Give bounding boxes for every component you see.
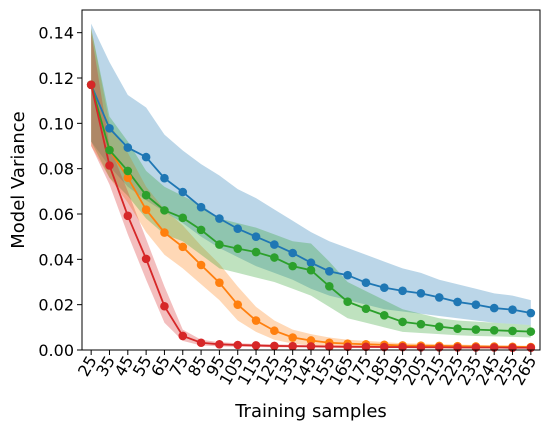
- y-tick-label: 0.14: [38, 24, 74, 43]
- data-point: [343, 297, 352, 307]
- data-point: [288, 341, 297, 351]
- data-point: [416, 319, 426, 329]
- data-point: [196, 260, 206, 270]
- data-point: [526, 308, 536, 318]
- data-point: [434, 293, 444, 302]
- data-point: [361, 278, 371, 287]
- data-point: [178, 331, 188, 341]
- y-tick-label: 0.02: [38, 296, 74, 315]
- data-point: [178, 187, 188, 197]
- data-point: [270, 341, 279, 351]
- data-point: [306, 265, 316, 275]
- data-point: [379, 342, 389, 352]
- data-point: [288, 248, 297, 258]
- data-point: [526, 327, 536, 336]
- y-tick-label: 0.10: [38, 114, 74, 133]
- data-point: [196, 225, 206, 235]
- data-point: [508, 305, 517, 314]
- data-point: [398, 342, 407, 352]
- data-point: [105, 145, 114, 155]
- data-point: [270, 253, 279, 262]
- data-point: [160, 301, 169, 311]
- data-point: [361, 304, 371, 314]
- data-point: [508, 326, 517, 336]
- y-tick-label: 0.08: [38, 160, 74, 179]
- y-tick-label: 0.04: [38, 250, 74, 269]
- data-point: [233, 340, 243, 350]
- confidence-band-2: [91, 28, 531, 338]
- data-point: [398, 286, 407, 296]
- data-point: [471, 325, 481, 334]
- data-point: [160, 228, 169, 237]
- y-tick-label: 0.06: [38, 205, 74, 224]
- x-axis-label: Training samples: [234, 401, 387, 422]
- data-point: [178, 213, 188, 223]
- data-point: [141, 190, 151, 200]
- data-point: [325, 282, 334, 291]
- data-point: [86, 80, 96, 90]
- data-point: [251, 316, 261, 325]
- data-point: [233, 224, 243, 234]
- data-point: [379, 311, 389, 320]
- data-point: [251, 341, 261, 350]
- data-point: [343, 270, 352, 280]
- data-point: [196, 202, 206, 212]
- data-point: [416, 342, 426, 352]
- data-point: [288, 261, 297, 271]
- data-point: [251, 247, 261, 257]
- data-point: [196, 338, 206, 348]
- data-point: [306, 336, 316, 345]
- data-point: [398, 317, 407, 327]
- data-point: [215, 240, 224, 249]
- series-points: [86, 80, 536, 353]
- y-axis-label: Model Variance: [8, 111, 29, 249]
- data-point: [105, 161, 114, 170]
- confidence-bands: [91, 23, 531, 349]
- data-point: [233, 244, 243, 253]
- data-point: [361, 342, 371, 352]
- data-point: [178, 242, 188, 252]
- data-point: [325, 267, 334, 276]
- data-point: [123, 211, 133, 221]
- data-point: [251, 232, 261, 241]
- data-point: [434, 342, 444, 352]
- y-tick-label: 0.12: [38, 69, 74, 88]
- data-point: [233, 300, 243, 309]
- data-point: [489, 325, 499, 335]
- data-point: [434, 322, 444, 331]
- y-tick-label: 0.00: [38, 341, 74, 360]
- data-point: [123, 173, 133, 183]
- data-point: [343, 342, 352, 352]
- data-point: [141, 205, 151, 214]
- data-point: [215, 278, 224, 287]
- data-point: [453, 297, 462, 307]
- data-point: [489, 303, 499, 313]
- data-point: [215, 214, 224, 223]
- data-point: [379, 283, 389, 292]
- data-point: [270, 326, 279, 336]
- data-point: [471, 300, 481, 309]
- data-point: [141, 152, 151, 162]
- data-point: [215, 340, 224, 349]
- data-point: [416, 289, 426, 298]
- data-point: [105, 124, 114, 133]
- data-point: [453, 324, 462, 333]
- data-point: [325, 342, 334, 351]
- y-axis-ticks: 0.00 0.02 0.04 0.06 0.08 0.10 0.12 0.14: [38, 24, 82, 360]
- data-point: [123, 166, 133, 176]
- data-point: [160, 173, 169, 183]
- data-point: [270, 240, 279, 249]
- data-point: [123, 143, 133, 152]
- data-point: [160, 206, 169, 215]
- data-point: [141, 254, 151, 264]
- data-point: [288, 333, 297, 342]
- x-axis-ticks: 2535455565758595105115125135145155165175…: [74, 350, 540, 388]
- data-point: [306, 342, 316, 351]
- data-point: [306, 258, 316, 268]
